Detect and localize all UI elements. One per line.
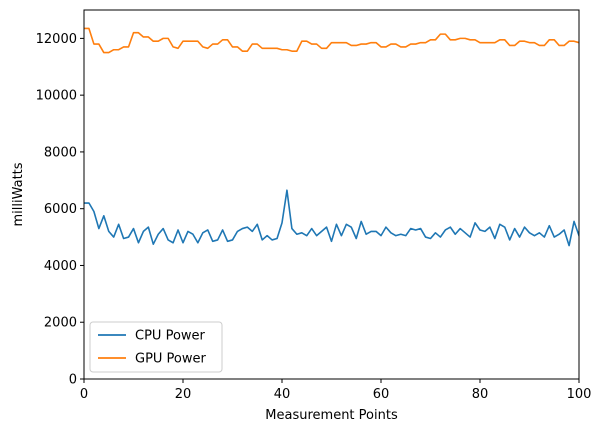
y-tick-label: 2000 (44, 316, 77, 331)
x-tick-label: 60 (373, 387, 390, 402)
x-tick-label: 40 (274, 387, 291, 402)
y-axis-ticks: 0 2000 4000 6000 8000 10000 12000 (36, 32, 84, 388)
y-tick-label: 0 (69, 373, 77, 388)
y-tick-label: 12000 (36, 32, 77, 47)
y-axis-label: milliWatts (11, 162, 26, 226)
x-tick-label: 80 (472, 387, 489, 402)
legend: CPU Power GPU Power (89, 321, 223, 373)
axes-frame (83, 9, 580, 380)
legend-label-gpu-power: GPU Power (135, 352, 207, 367)
y-tick-label: 6000 (44, 202, 77, 217)
plot-background (84, 10, 579, 379)
x-tick-label: 20 (175, 387, 192, 402)
y-tick-label: 8000 (44, 145, 77, 160)
series-line-cpu-power (84, 189, 579, 247)
x-axis-ticks: 0 20 40 60 80 100 (80, 379, 592, 402)
x-tick-label: 0 (80, 387, 88, 402)
series-layer (84, 27, 579, 247)
series-line-gpu-power (84, 27, 579, 54)
plot-area (83, 9, 580, 380)
y-tick-label: 4000 (44, 259, 77, 274)
y-tick-label: 10000 (36, 89, 77, 104)
x-axis-label: Measurement Points (265, 408, 398, 423)
legend-label-cpu-power: CPU Power (135, 329, 206, 344)
x-tick-label: 100 (567, 387, 592, 402)
